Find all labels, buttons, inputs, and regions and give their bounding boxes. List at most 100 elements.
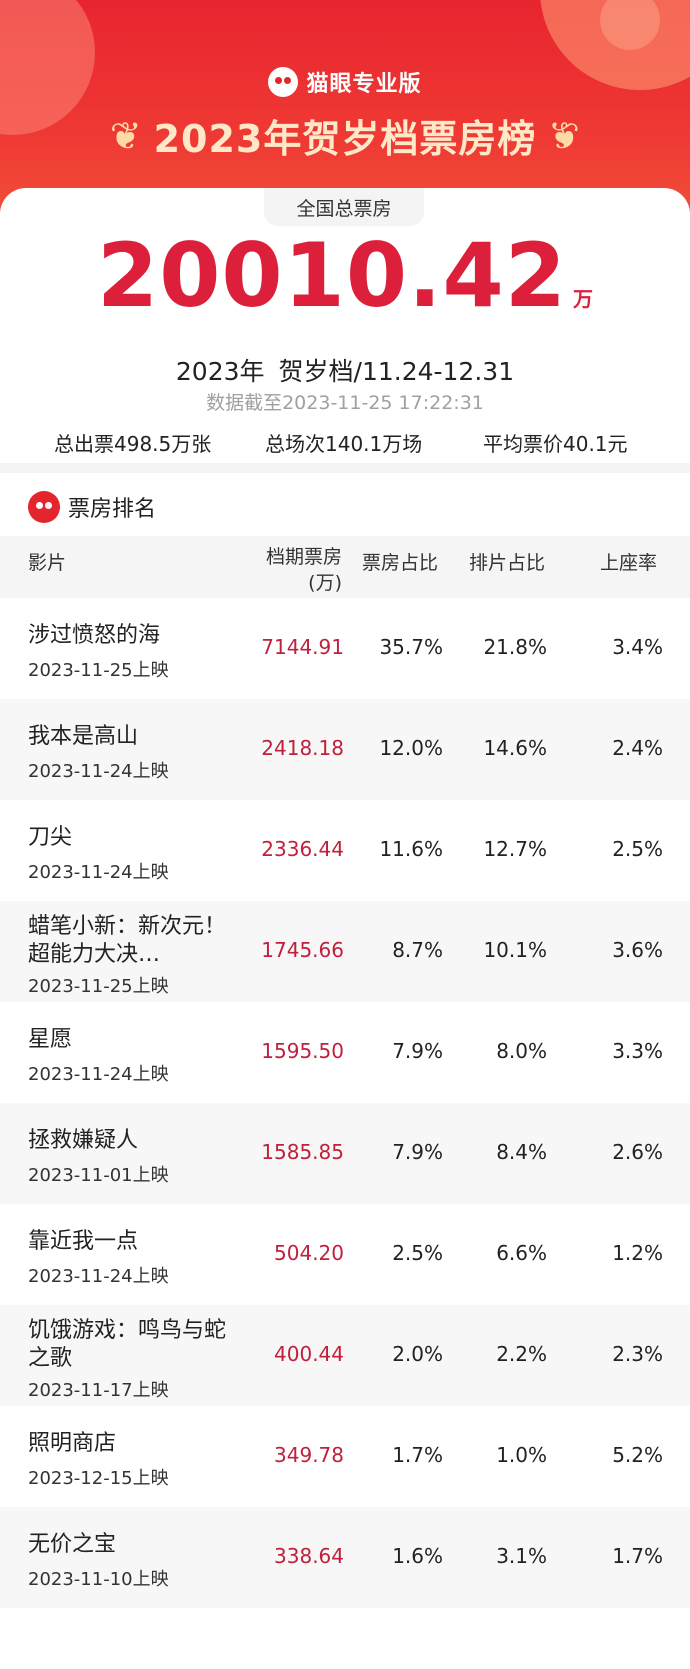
col-share[interactable]: 票房占比 [362, 552, 439, 574]
total-label: 全国总票房 [264, 188, 424, 226]
period-line: 2023年 贺岁档/11.24-12.31 [0, 352, 690, 388]
occupancy-value: 2.3% [612, 1342, 663, 1366]
table-header: 影片 档期票房 (万) 票房占比 排片占比 上座率 [0, 536, 690, 598]
table-row[interactable]: 靠近我一点 2023-11-24上映 504.20 2.5% 6.6% 1.2% [0, 1204, 690, 1305]
schedule-value: 14.6% [483, 736, 547, 760]
occupancy-value: 5.2% [612, 1443, 663, 1467]
occupancy-value: 1.7% [612, 1544, 663, 1568]
laurel-left-icon: ❦ [109, 113, 142, 158]
gross-value: 338.64 [274, 1544, 344, 1568]
gross-value: 504.20 [274, 1241, 344, 1265]
stat-tickets: 总出票498.5万张 [54, 432, 212, 456]
release-date: 2023-12-15上映 [28, 1468, 169, 1489]
occupancy-value: 2.4% [612, 736, 663, 760]
schedule-value: 3.1% [496, 1544, 547, 1568]
brand-name: 猫眼专业版 [306, 72, 422, 97]
maoyan-cat-icon [268, 67, 299, 97]
film-name: 饥饿游戏：鸣鸟与蛇之歌 [28, 1318, 227, 1371]
table-row[interactable]: 拯救嫌疑人 2023-11-01上映 1585.85 7.9% 8.4% 2.6… [0, 1103, 690, 1204]
ranking-title: 票房排名 [68, 497, 157, 522]
col-occupancy[interactable]: 上座率 [600, 552, 658, 574]
total-value: 20010.42 [96, 224, 568, 327]
table-row[interactable]: 饥饿游戏：鸣鸟与蛇之歌 2023-11-17上映 400.44 2.0% 2.2… [0, 1305, 690, 1406]
schedule-value: 21.8% [483, 635, 547, 659]
data-cutoff: 数据截至2023-11-25 17:22:31 [206, 392, 484, 414]
total-unit: 万 [573, 287, 594, 311]
occupancy-value: 1.2% [612, 1241, 663, 1265]
film-name: 蜡笔小新：新次元！超能力大决… [28, 914, 227, 967]
section-divider [0, 463, 690, 473]
share-value: 12.0% [379, 736, 443, 760]
share-value: 7.9% [392, 1140, 443, 1164]
occupancy-value: 3.3% [612, 1039, 663, 1063]
title-row: ❦ 2023年贺岁档票房榜 ❦ [0, 108, 690, 163]
release-date: 2023-11-25上映 [28, 976, 169, 997]
col-schedule[interactable]: 排片占比 [469, 552, 546, 574]
schedule-value: 8.4% [496, 1140, 547, 1164]
share-value: 8.7% [392, 938, 443, 962]
occupancy-value: 2.6% [612, 1140, 663, 1164]
occupancy-value: 2.5% [612, 837, 663, 861]
total-box-office: 20010.42 万 [0, 232, 690, 320]
release-date: 2023-11-01上映 [28, 1165, 169, 1186]
maoyan-cat-icon [28, 491, 60, 523]
share-value: 2.0% [392, 1342, 443, 1366]
table-row[interactable]: 涉过愤怒的海 2023-11-25上映 7144.91 35.7% 21.8% … [0, 598, 690, 699]
gross-value: 7144.91 [261, 635, 344, 659]
film-name: 涉过愤怒的海 [28, 623, 161, 648]
gross-value: 1745.66 [261, 938, 344, 962]
schedule-value: 10.1% [483, 938, 547, 962]
table-row[interactable]: 我本是高山 2023-11-24上映 2418.18 12.0% 14.6% 2… [0, 699, 690, 800]
film-name: 拯救嫌疑人 [28, 1128, 139, 1153]
release-date: 2023-11-25上映 [28, 660, 169, 681]
release-date: 2023-11-24上映 [28, 1266, 169, 1287]
table-row[interactable]: 无价之宝 2023-11-10上映 338.64 1.6% 3.1% 1.7% [0, 1507, 690, 1608]
col-gross[interactable]: 档期票房 (万) [265, 546, 342, 594]
release-date: 2023-11-24上映 [28, 862, 169, 883]
period-year: 2023年 [175, 357, 265, 386]
release-date: 2023-11-17上映 [28, 1380, 169, 1401]
occupancy-value: 3.6% [612, 938, 663, 962]
share-value: 2.5% [392, 1241, 443, 1265]
laurel-right-icon: ❦ [548, 113, 581, 158]
share-value: 11.6% [379, 837, 443, 861]
ranking-table: 涉过愤怒的海 2023-11-25上映 7144.91 35.7% 21.8% … [0, 598, 690, 1608]
schedule-value: 8.0% [496, 1039, 547, 1063]
occupancy-value: 3.4% [612, 635, 663, 659]
decor-circle [600, 0, 660, 50]
release-date: 2023-11-24上映 [28, 1064, 169, 1085]
gross-value: 1595.50 [261, 1039, 344, 1063]
table-row[interactable]: 蜡笔小新：新次元！超能力大决… 2023-11-25上映 1745.66 8.7… [0, 901, 690, 1002]
summary-stats: 总出票498.5万张 总场次140.1万场 平均票价40.1元 [0, 428, 690, 468]
share-value: 1.7% [392, 1443, 443, 1467]
table-row[interactable]: 照明商店 2023-12-15上映 349.78 1.7% 1.0% 5.2% [0, 1406, 690, 1507]
film-name: 刀尖 [28, 825, 73, 850]
gross-value: 1585.85 [261, 1140, 344, 1164]
schedule-value: 12.7% [483, 837, 547, 861]
gross-value: 2336.44 [261, 837, 344, 861]
gross-value: 349.78 [274, 1443, 344, 1467]
table-row[interactable]: 刀尖 2023-11-24上映 2336.44 11.6% 12.7% 2.5% [0, 800, 690, 901]
film-name: 照明商店 [28, 1431, 117, 1456]
film-name: 无价之宝 [28, 1532, 117, 1557]
film-name: 靠近我一点 [28, 1229, 139, 1254]
schedule-value: 1.0% [496, 1443, 547, 1467]
gross-value: 400.44 [274, 1342, 344, 1366]
film-name: 我本是高山 [28, 724, 139, 749]
schedule-value: 2.2% [496, 1342, 547, 1366]
film-name: 星愿 [28, 1027, 73, 1052]
page-title: 2023年贺岁档票房榜 [153, 117, 537, 161]
stat-shows: 总场次140.1万场 [265, 432, 423, 456]
ranking-header: 票房排名 [28, 491, 156, 523]
table-row[interactable]: 星愿 2023-11-24上映 1595.50 7.9% 8.0% 3.3% [0, 1002, 690, 1103]
share-value: 1.6% [392, 1544, 443, 1568]
brand: 猫眼专业版 [0, 66, 690, 98]
col-film: 影片 [28, 552, 67, 574]
gross-value: 2418.18 [261, 736, 344, 760]
release-date: 2023-11-10上映 [28, 1569, 169, 1590]
content-card: 全国总票房 20010.42 万 2023年 贺岁档/11.24-12.31 数据… [0, 188, 690, 1669]
share-value: 7.9% [392, 1039, 443, 1063]
stat-avg-price: 平均票价40.1元 [483, 432, 628, 456]
period-range: 贺岁档/11.24-12.31 [278, 357, 515, 386]
release-date: 2023-11-24上映 [28, 761, 169, 782]
